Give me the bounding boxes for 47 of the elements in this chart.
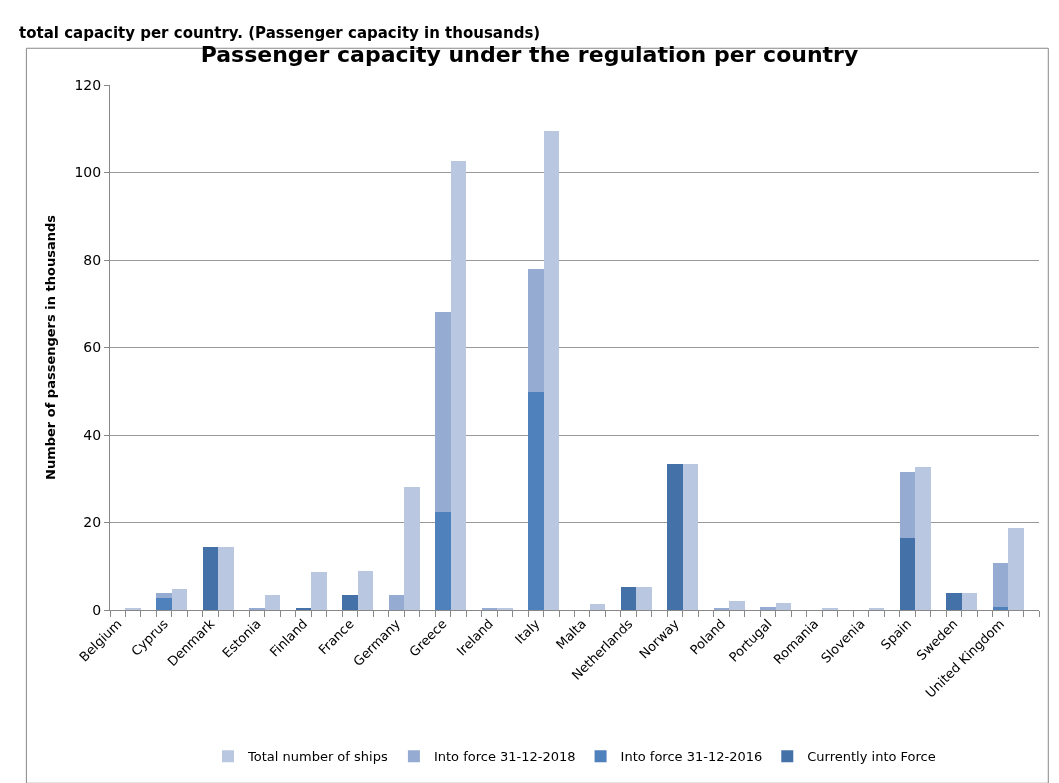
bar [900,472,915,538]
bar [435,512,451,610]
y-tick-label: 20 [83,514,102,531]
bar [776,603,791,610]
y-tick-label: 100 [74,164,102,181]
bar [218,547,234,610]
bar [993,563,1008,607]
bar [590,604,605,610]
bar [265,595,280,610]
bar [156,593,172,598]
bar [528,392,544,610]
bar [404,487,420,610]
bar [451,161,466,610]
y-tick-label: 80 [83,251,102,268]
bar [667,464,683,610]
legend-label: Into force 31-12-2016 [620,749,763,765]
bar [156,598,172,610]
bar [389,595,404,610]
bar [544,131,559,610]
y-axis-title: Number of passengers in thousands [43,214,59,480]
legend-label: Currently into Force [807,749,936,765]
y-tick-label: 120 [74,76,102,93]
bar [683,464,698,610]
bar [962,593,977,610]
y-tick-label: 60 [83,339,102,356]
text: total capacity per country. (Passenger capacity in thousands) [19,24,541,42]
bar [729,601,745,610]
bar [621,587,636,610]
legend-label: Total number of ships [247,749,388,765]
bar [528,269,544,392]
bar [946,593,962,610]
bar [1008,528,1024,610]
bar [993,607,1008,610]
bar [915,467,931,610]
bar [760,607,776,610]
bar [358,571,373,610]
bar [435,312,451,512]
bar [636,587,652,610]
chart-title: Passenger capacity under the regulation per country [200,42,859,68]
legend-label: Into force 31-12-2018 [433,749,576,765]
bar [311,572,327,610]
bar [342,595,358,610]
bar [172,589,187,610]
bar [900,538,915,610]
bar [203,547,218,610]
y-tick-label: 0 [92,601,102,618]
y-tick-label: 40 [83,426,102,443]
